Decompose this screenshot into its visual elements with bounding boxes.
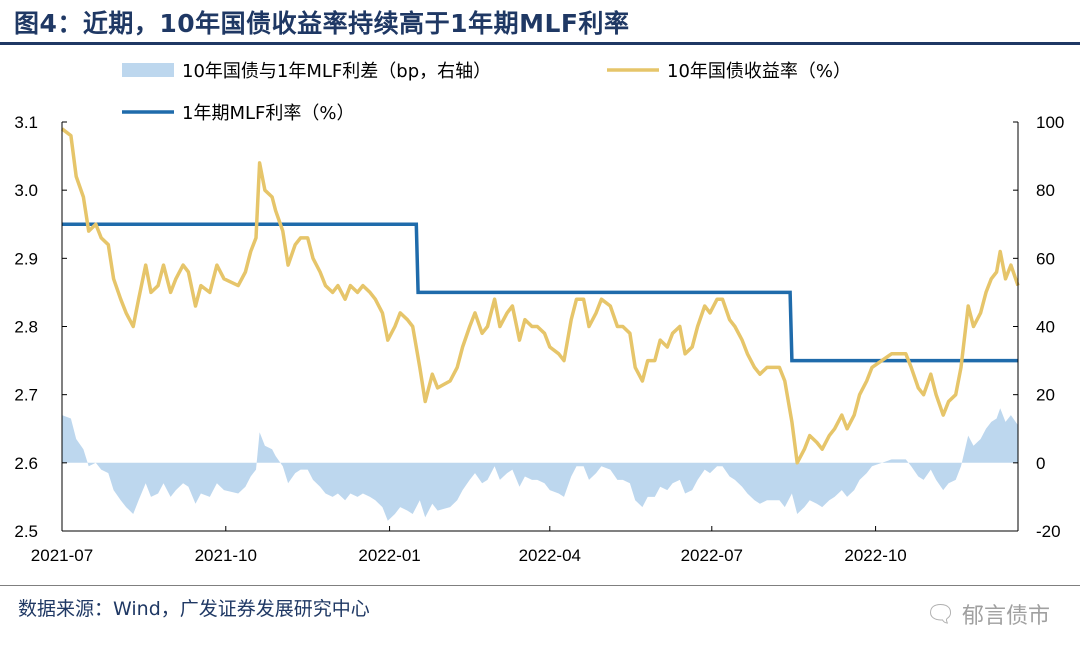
right-axis-tick-label: 20 <box>1036 386 1055 405</box>
x-axis-tick-label: 2021-07 <box>31 546 93 565</box>
x-axis-tick-label: 2021-10 <box>195 546 257 565</box>
right-axis-tick-label: 80 <box>1036 181 1055 200</box>
left-axis-tick-label: 2.9 <box>14 249 38 268</box>
source-note: 数据来源：Wind，广发证券发展研究中心 <box>18 598 370 620</box>
left-axis-tick-label: 2.7 <box>14 386 38 405</box>
legend-label-spread: 10年国债与1年MLF利差（bp，右轴） <box>182 61 491 82</box>
legend: 10年国债与1年MLF利差（bp，右轴） 10年国债收益率（%） 1年期MLF利… <box>122 61 851 124</box>
legend-label-mlf: 1年期MLF利率（%） <box>182 103 354 124</box>
legend-label-yield: 10年国债收益率（%） <box>667 61 851 82</box>
x-axis-tick-label: 2022-07 <box>681 546 743 565</box>
spread-area-series <box>62 408 1018 521</box>
axes: 2.5 2.6 2.7 2.8 2.9 3.0 3.1 -20 0 20 40 60 80 100 2021… <box>14 113 1064 565</box>
left-axis-tick-label: 2.8 <box>14 318 38 337</box>
left-axis-tick-label: 3.0 <box>14 181 38 200</box>
mlf-rate-line <box>62 222 1018 363</box>
legend-swatch-spread <box>122 63 174 77</box>
left-axis-tick-label: 3.1 <box>14 113 38 132</box>
right-axis-tick-label: 0 <box>1036 454 1045 473</box>
left-axis-tick-label: 2.6 <box>14 454 38 473</box>
right-axis-tick-label: -20 <box>1036 522 1061 541</box>
x-axis-tick-label: 2022-10 <box>844 546 906 565</box>
x-axis-tick-label: 2022-04 <box>519 546 581 565</box>
yield-10y-line <box>60 127 1020 465</box>
watermark: 🗨 郁言债市 <box>926 598 1050 630</box>
title-underline <box>0 42 1080 45</box>
chart-canvas: 10年国债与1年MLF利差（bp，右轴） 10年国债收益率（%） 1年期MLF利… <box>14 61 1064 565</box>
watermark-text: 郁言债市 <box>961 604 1050 629</box>
left-axis-tick-label: 2.5 <box>14 522 38 541</box>
wechat-icon: 🗨 <box>925 600 956 628</box>
right-axis-tick-label: 100 <box>1036 113 1064 132</box>
x-axis-tick-label: 2022-01 <box>358 546 420 565</box>
right-axis-tick-label: 60 <box>1036 249 1055 268</box>
footer-rule <box>0 585 1080 586</box>
chart-title: 图4：近期，10年国债收益率持续高于1年期MLF利率 <box>14 9 630 38</box>
right-axis-tick-label: 40 <box>1036 318 1055 337</box>
